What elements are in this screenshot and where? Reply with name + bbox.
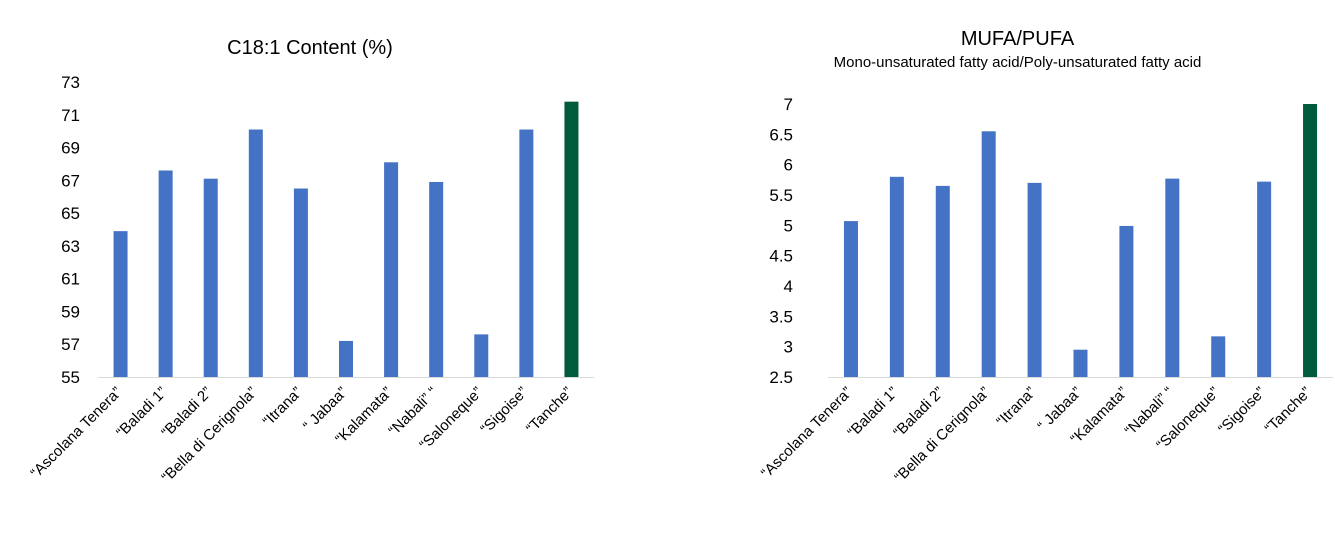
bar [158, 170, 173, 377]
y-tick-label: 6 [784, 156, 793, 175]
chart-c18-content: C18:1 Content (%) 55 57 59 61 63 65 67 69 71 73 “A… [0, 0, 620, 533]
x-category-label: “Ascolana Tenera” [27, 384, 125, 482]
x-category-label: “Ascolana Tenera” [758, 384, 856, 482]
bar [203, 178, 218, 377]
bar [474, 334, 489, 377]
bar [519, 129, 534, 377]
bar [843, 221, 858, 377]
x-category-label: “Itrana” [260, 384, 306, 430]
y-tick-label: 7 [784, 95, 793, 114]
bar [889, 176, 904, 377]
y-tick-label: 69 [61, 139, 80, 158]
bar [1257, 181, 1272, 377]
x-category-label: “Sigoise” [477, 384, 531, 438]
bar [1073, 349, 1088, 377]
bar [564, 101, 579, 378]
bar [248, 129, 263, 377]
chart-svg: 2.533.544.555.566.57“Ascolana Tenera”“Ba… [758, 95, 1333, 486]
y-tick-label: 3.5 [769, 307, 793, 326]
bar [429, 181, 444, 377]
bar [1119, 225, 1134, 377]
x-category-label: “Sigoise” [1215, 384, 1269, 438]
y-tick-label: 55 [61, 368, 80, 387]
bar [1027, 182, 1042, 377]
bar [1165, 178, 1180, 377]
bar [293, 188, 308, 377]
y-tick-label: 71 [61, 106, 80, 125]
bar [1211, 336, 1226, 377]
y-tick-label: 6.5 [769, 125, 793, 144]
x-category-label: “Tanche” [523, 384, 576, 437]
y-tick-label: 4 [784, 277, 793, 296]
y-tick-label: 4.5 [769, 247, 793, 266]
y-tick-label: 65 [61, 204, 80, 223]
y-tick-label: 61 [61, 270, 80, 289]
y-tick-label: 3 [784, 338, 793, 357]
bar [1303, 104, 1318, 377]
x-category-label: “Tanche” [1262, 384, 1315, 437]
x-category-label: “Itrana” [993, 384, 1039, 430]
y-tick-label: 57 [61, 335, 80, 354]
bar [384, 162, 399, 377]
y-tick-label: 63 [61, 237, 80, 256]
chart-mufa-pufa: MUFA/PUFA Mono-unsaturated fatty acid/Po… [700, 0, 1335, 533]
bar [981, 131, 996, 377]
y-tick-label: 59 [61, 302, 80, 321]
chart-title: C18:1 Content (%) [227, 37, 393, 59]
chart-subtitle: Mono-unsaturated fatty acid/Poly-unsatur… [833, 54, 1202, 71]
y-tick-label: 67 [61, 171, 80, 190]
bar [339, 340, 353, 377]
y-tick-label: 5 [784, 216, 793, 235]
bar [935, 185, 950, 377]
chart-title: MUFA/PUFA [960, 28, 1075, 50]
y-tick-label: 2.5 [769, 368, 793, 387]
y-tick-label: 5.5 [769, 186, 793, 205]
bar [113, 231, 128, 377]
y-tick-label: 73 [61, 73, 80, 92]
